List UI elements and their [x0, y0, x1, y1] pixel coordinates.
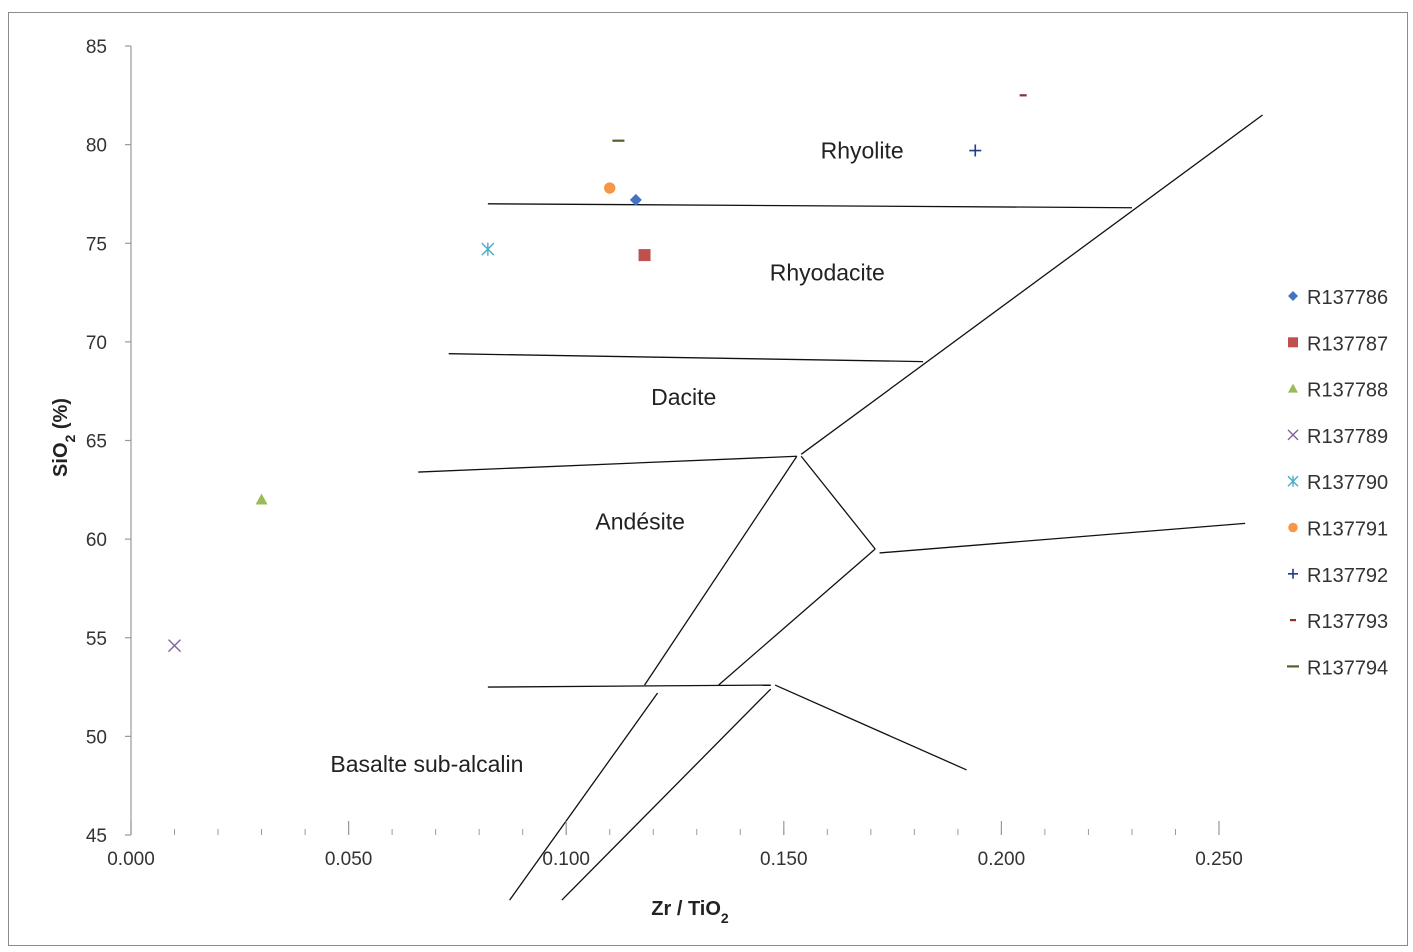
legend-label: R137787 [1307, 333, 1388, 355]
region-label: Andésite [595, 508, 685, 534]
legend-marker-r137790 [1287, 475, 1299, 487]
legend-label: R137794 [1307, 657, 1388, 679]
data-point-r137788 [255, 493, 268, 505]
legend-marker-r137786 [1288, 291, 1298, 301]
data-point-r137790 [481, 242, 495, 256]
legend-label: R137788 [1307, 380, 1388, 402]
legend-marker-r137791 [1288, 522, 1298, 533]
y-tick-label: 75 [86, 234, 107, 255]
y-tick-label: 70 [86, 333, 107, 354]
boundary-line [879, 522, 1246, 554]
boundary-line [487, 203, 1132, 209]
legend-marker-r137788 [1288, 383, 1298, 393]
x-tick-label: 0.200 [978, 849, 1026, 870]
legend-label: R137793 [1307, 611, 1388, 633]
boundary-line [800, 455, 876, 550]
y-tick-label: 80 [86, 136, 107, 157]
x-tick-label: 0.150 [760, 849, 808, 870]
data-point-r137791 [604, 182, 616, 194]
x-axis-title: Zr / TiO2 [651, 898, 729, 926]
data-point-r137786 [629, 193, 642, 206]
y-tick-label: 55 [86, 629, 107, 650]
boundary-line [487, 684, 771, 688]
boundary-line [561, 688, 772, 901]
y-tick-label: 50 [86, 727, 107, 748]
y-tick-label: 65 [86, 432, 107, 453]
data-point-r137789 [168, 639, 182, 653]
y-tick-label: 45 [86, 826, 107, 847]
y-tick-label: 60 [86, 530, 107, 551]
legend-marker-r137792 [1288, 568, 1298, 579]
chart-frame: 45 50 55 60 65 70 75 80 85 0.000 0.050 0.100 0.150 0.… [8, 12, 1408, 946]
boundary-line [643, 455, 798, 686]
y-axis-title: SiO2 (%) [50, 398, 78, 477]
legend-marker-r137787 [1288, 337, 1298, 348]
x-tick-label: 0.050 [325, 849, 373, 870]
data-point-r137792 [969, 144, 982, 157]
data-point-r137787 [638, 249, 651, 262]
boundary-line [718, 548, 876, 686]
boundary-line [774, 684, 967, 771]
legend-label: R137792 [1307, 565, 1388, 587]
region-label: Dacite [651, 384, 716, 410]
region-label: Basalte sub-alcalin [330, 751, 523, 777]
region-label: Rhyolite [821, 137, 904, 163]
legend-label: R137786 [1307, 287, 1388, 309]
legend-label: R137789 [1307, 426, 1388, 448]
legend-marker-r137789 [1287, 429, 1299, 441]
x-tick-label: 0.000 [107, 849, 155, 870]
boundary-line [509, 692, 659, 901]
y-tick-label: 85 [86, 37, 107, 58]
legend-label: R137790 [1307, 472, 1388, 494]
boundary-line [800, 114, 1263, 455]
boundary-line [448, 353, 924, 363]
x-tick-label: 0.250 [1195, 849, 1243, 870]
legend-label: R137791 [1307, 519, 1388, 541]
region-label: Rhyodacite [770, 260, 885, 286]
x-tick-label: 0.100 [542, 849, 590, 870]
boundary-line [418, 455, 797, 473]
scatter-chart: 45 50 55 60 65 70 75 80 85 0.000 0.050 0.100 0.150 0.… [50, 37, 1388, 926]
